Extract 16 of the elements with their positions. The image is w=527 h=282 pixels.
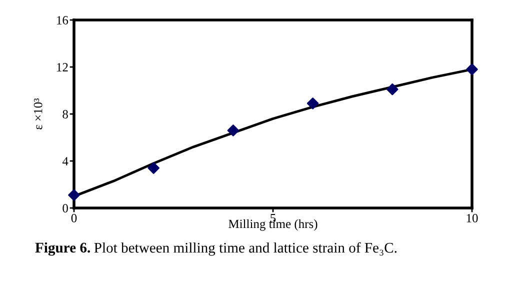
point	[148, 162, 160, 174]
x-tick-label: 10	[466, 214, 478, 222]
point	[306, 98, 319, 110]
y-tick-label: 16	[57, 16, 68, 24]
x-tick-label: 0	[71, 214, 77, 222]
text: Plot between milling time and lattice strain of Fe₃C.	[94, 242, 396, 256]
point	[466, 63, 478, 76]
y-tick-label: 8	[62, 110, 68, 118]
y-tick-label: 0	[62, 204, 68, 212]
y-axis-title: ε ×10³	[34, 98, 42, 130]
y-tick-label: 12	[57, 63, 68, 72]
y-tick-label: 4	[62, 157, 68, 166]
point	[227, 124, 240, 136]
caption: Figure 6.	[35, 242, 90, 256]
point	[386, 83, 398, 96]
point	[68, 189, 80, 201]
